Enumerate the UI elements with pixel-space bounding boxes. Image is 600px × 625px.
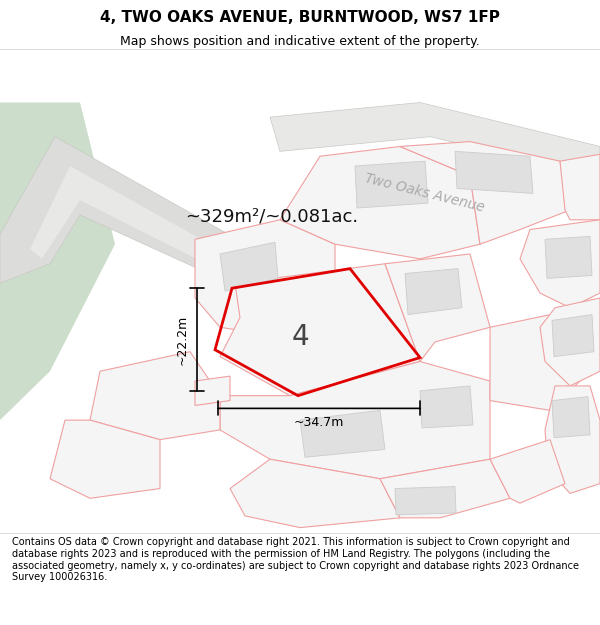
Polygon shape <box>455 151 533 193</box>
Polygon shape <box>300 411 385 458</box>
Text: Contains OS data © Crown copyright and database right 2021. This information is : Contains OS data © Crown copyright and d… <box>12 538 579 582</box>
Polygon shape <box>395 487 456 515</box>
Polygon shape <box>30 166 295 308</box>
Polygon shape <box>0 102 115 420</box>
Polygon shape <box>195 376 230 406</box>
Text: ~34.7m: ~34.7m <box>294 416 344 429</box>
Polygon shape <box>490 439 565 503</box>
Polygon shape <box>355 161 428 208</box>
Polygon shape <box>0 137 320 318</box>
Polygon shape <box>220 242 278 291</box>
Polygon shape <box>545 386 600 493</box>
Polygon shape <box>545 236 592 278</box>
Polygon shape <box>520 220 600 308</box>
Polygon shape <box>270 102 600 176</box>
Polygon shape <box>540 298 600 386</box>
Polygon shape <box>490 312 580 411</box>
Polygon shape <box>50 420 160 498</box>
Polygon shape <box>560 154 600 220</box>
Polygon shape <box>220 264 420 396</box>
Text: Two Oaks Avenue: Two Oaks Avenue <box>364 172 487 215</box>
Text: 4: 4 <box>291 323 309 351</box>
Polygon shape <box>420 386 473 428</box>
Polygon shape <box>385 254 490 361</box>
Polygon shape <box>280 146 480 259</box>
Polygon shape <box>220 361 490 479</box>
Text: ~329m²/~0.081ac.: ~329m²/~0.081ac. <box>185 208 358 226</box>
Text: Map shows position and indicative extent of the property.: Map shows position and indicative extent… <box>120 35 480 48</box>
Polygon shape <box>380 459 510 518</box>
Text: ~22.2m: ~22.2m <box>176 314 189 364</box>
Polygon shape <box>90 352 220 439</box>
Polygon shape <box>400 142 570 244</box>
Text: 4, TWO OAKS AVENUE, BURNTWOOD, WS7 1FP: 4, TWO OAKS AVENUE, BURNTWOOD, WS7 1FP <box>100 10 500 25</box>
Polygon shape <box>552 314 594 357</box>
Polygon shape <box>552 397 590 437</box>
Polygon shape <box>230 459 400 528</box>
Polygon shape <box>195 220 335 337</box>
Polygon shape <box>405 269 462 314</box>
